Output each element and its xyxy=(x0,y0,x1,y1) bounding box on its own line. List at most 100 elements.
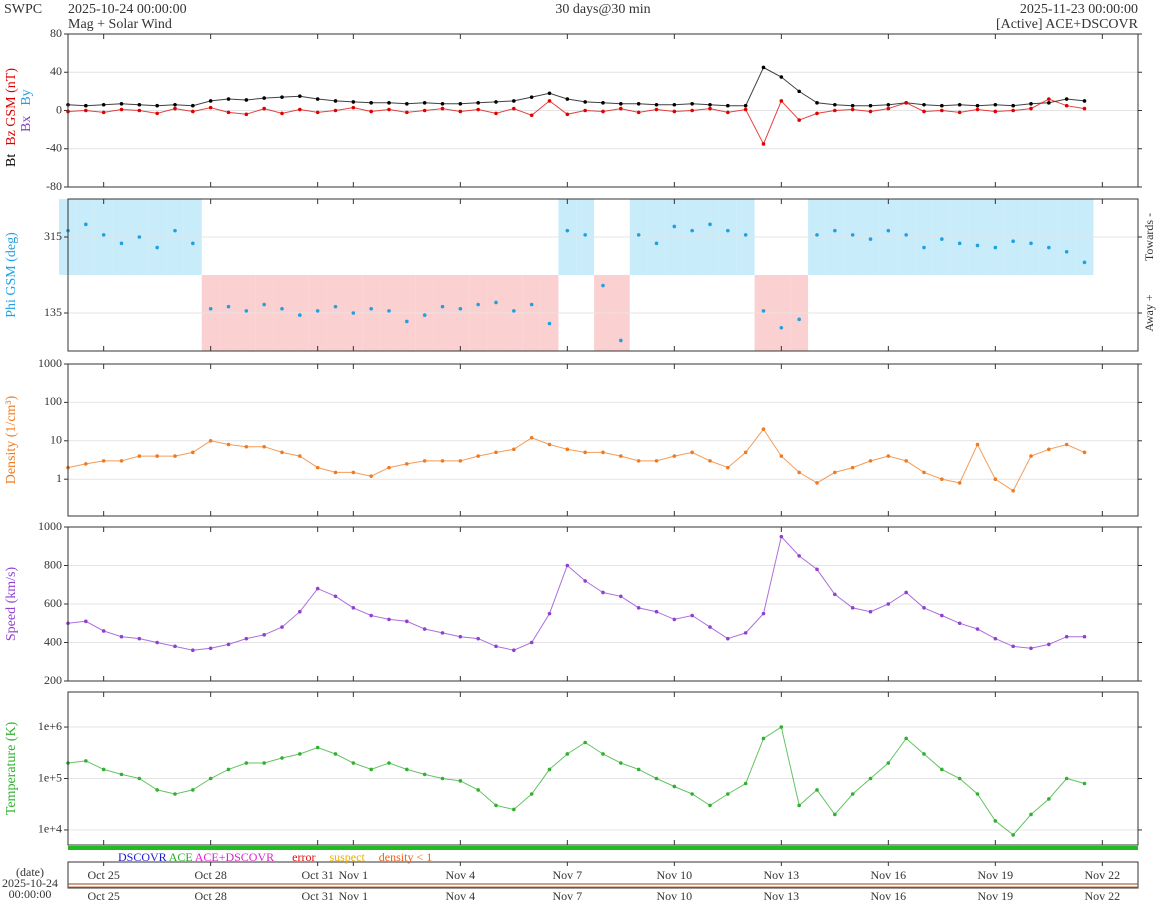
data-point xyxy=(940,103,944,108)
y-tick-label: 1e+6 xyxy=(38,719,62,733)
data-point xyxy=(369,767,373,772)
data-point xyxy=(315,465,320,470)
data-point xyxy=(619,106,623,111)
data-point xyxy=(440,102,445,106)
data-point xyxy=(708,803,712,808)
date-time: 00:00:00 xyxy=(9,887,52,901)
data-point xyxy=(833,592,837,597)
data-point xyxy=(119,459,124,463)
data-point xyxy=(975,792,980,796)
data-point xyxy=(155,640,159,645)
data-point xyxy=(565,228,570,233)
series-line xyxy=(67,726,1085,836)
data-point xyxy=(726,110,730,115)
data-point xyxy=(173,228,177,233)
data-point xyxy=(1064,97,1069,101)
data-point xyxy=(583,579,587,583)
y-tick-label: 1e+4 xyxy=(38,822,62,836)
y-tick-label: 100 xyxy=(44,394,62,408)
org: SWPC xyxy=(4,2,42,17)
data-point xyxy=(565,112,570,117)
data-point xyxy=(1029,241,1033,246)
data-point xyxy=(583,740,587,745)
data-point xyxy=(101,767,106,772)
y-axis-label: Bz GSM (nT) xyxy=(4,68,19,146)
data-point xyxy=(422,313,427,317)
data-point xyxy=(868,109,873,114)
data-point xyxy=(922,109,926,114)
data-point xyxy=(886,228,891,233)
data-point xyxy=(957,481,962,485)
data-point xyxy=(333,99,338,103)
data-point xyxy=(405,110,409,115)
data-point xyxy=(565,97,570,101)
data-point xyxy=(547,611,552,616)
data-point xyxy=(993,636,998,641)
data-point xyxy=(244,98,249,102)
data-point xyxy=(743,631,748,635)
data-point xyxy=(244,636,249,641)
data-point xyxy=(601,283,605,288)
x-tick-label: Nov 4 xyxy=(445,889,475,903)
data-point xyxy=(458,102,463,106)
data-point xyxy=(583,450,587,455)
data-point xyxy=(280,450,284,455)
data-point xyxy=(743,103,748,108)
data-point xyxy=(636,606,641,610)
data-point xyxy=(1064,249,1069,254)
data-point xyxy=(886,106,891,111)
data-point xyxy=(458,459,463,463)
data-point xyxy=(779,99,784,103)
data-point xyxy=(1047,642,1051,647)
y-tick-label: 80 xyxy=(50,26,62,40)
data-point xyxy=(672,224,677,229)
status-legend: DSCOVR xyxy=(118,850,167,864)
data-point xyxy=(761,142,766,146)
data-point xyxy=(101,110,106,115)
x-tick-label: Nov 13 xyxy=(763,889,799,903)
data-point xyxy=(1064,634,1069,639)
data-point xyxy=(333,752,338,756)
data-point xyxy=(494,803,498,808)
data-point xyxy=(84,108,88,113)
data-point xyxy=(351,761,356,765)
data-point xyxy=(779,454,784,458)
data-point xyxy=(191,648,195,652)
data-point xyxy=(797,470,801,475)
data-point xyxy=(1029,454,1033,458)
data-point xyxy=(886,761,891,765)
y-tick-label: -40 xyxy=(46,141,62,155)
y-axis-label: Density (1/cm³) xyxy=(4,395,19,484)
data-point xyxy=(654,776,659,781)
data-point xyxy=(619,102,623,106)
data-point xyxy=(940,767,944,772)
data-point xyxy=(369,613,373,618)
data-point xyxy=(101,459,106,463)
data-point xyxy=(850,606,855,610)
data-point xyxy=(262,444,266,449)
data-point xyxy=(119,634,124,639)
data-point xyxy=(761,611,766,616)
data-point xyxy=(690,613,694,618)
data-point xyxy=(494,111,498,116)
source: [Active] ACE+DSCOVR xyxy=(996,17,1139,32)
data-point xyxy=(547,767,552,772)
data-point xyxy=(850,107,855,112)
date-day: 2025-10-24 xyxy=(2,876,58,890)
data-point xyxy=(833,470,837,475)
data-point xyxy=(280,111,284,116)
data-point xyxy=(351,470,356,475)
data-point xyxy=(155,103,159,108)
data-point xyxy=(815,233,819,237)
data-point xyxy=(1082,99,1087,103)
data-point xyxy=(957,621,962,626)
y-axis-label: Bt xyxy=(4,154,19,167)
end-time: 2025-11-23 00:00:00 xyxy=(1020,2,1138,17)
data-point xyxy=(547,91,552,96)
data-point xyxy=(280,95,284,99)
data-point xyxy=(761,309,766,313)
data-point xyxy=(975,442,980,447)
data-point xyxy=(208,646,213,651)
